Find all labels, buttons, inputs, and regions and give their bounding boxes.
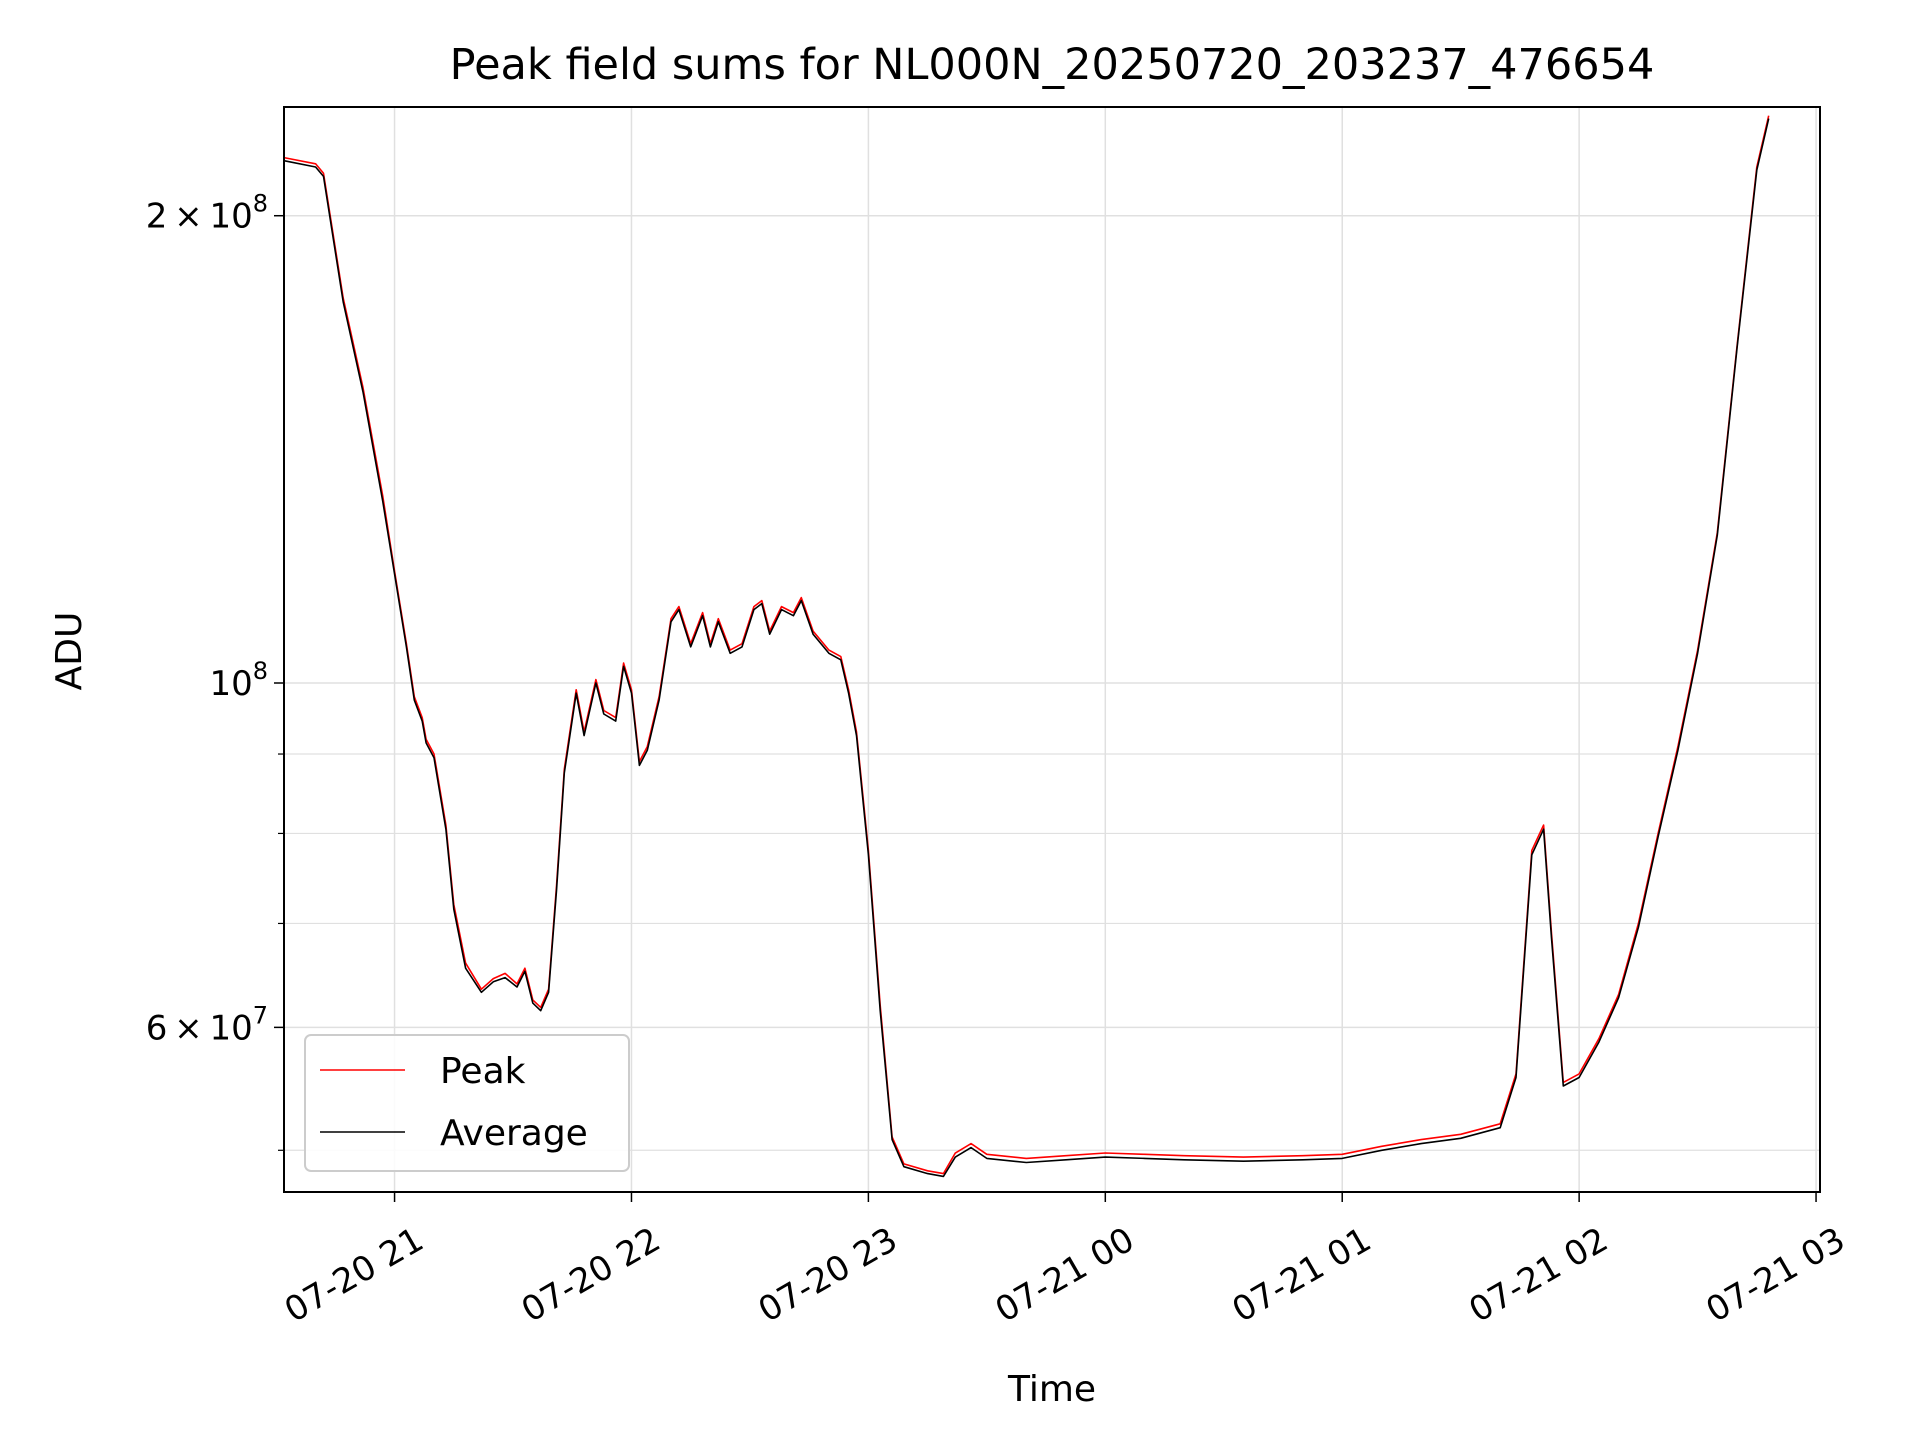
chart-title: Peak field sums for NL000N_20250720_2032… [450,40,1655,90]
y-axis-title: ADU [49,612,90,691]
series-line-average [283,118,1770,1178]
legend-box [304,1034,630,1172]
legend: Peak Average [304,1034,630,1172]
legend-label-peak: Peak [440,1051,526,1092]
axis-ticks [274,214,1817,1202]
x-axis-title: Time [1007,1369,1096,1410]
y-tick-label: 108 [209,657,268,704]
plot-lines [283,115,1770,1178]
y-tick-label: 6 × 107 [146,1001,268,1048]
legend-label-average: Average [440,1113,588,1154]
y-tick-label: 2 × 108 [146,190,268,237]
plot-frame [283,106,1821,1193]
grid [284,107,1820,1192]
